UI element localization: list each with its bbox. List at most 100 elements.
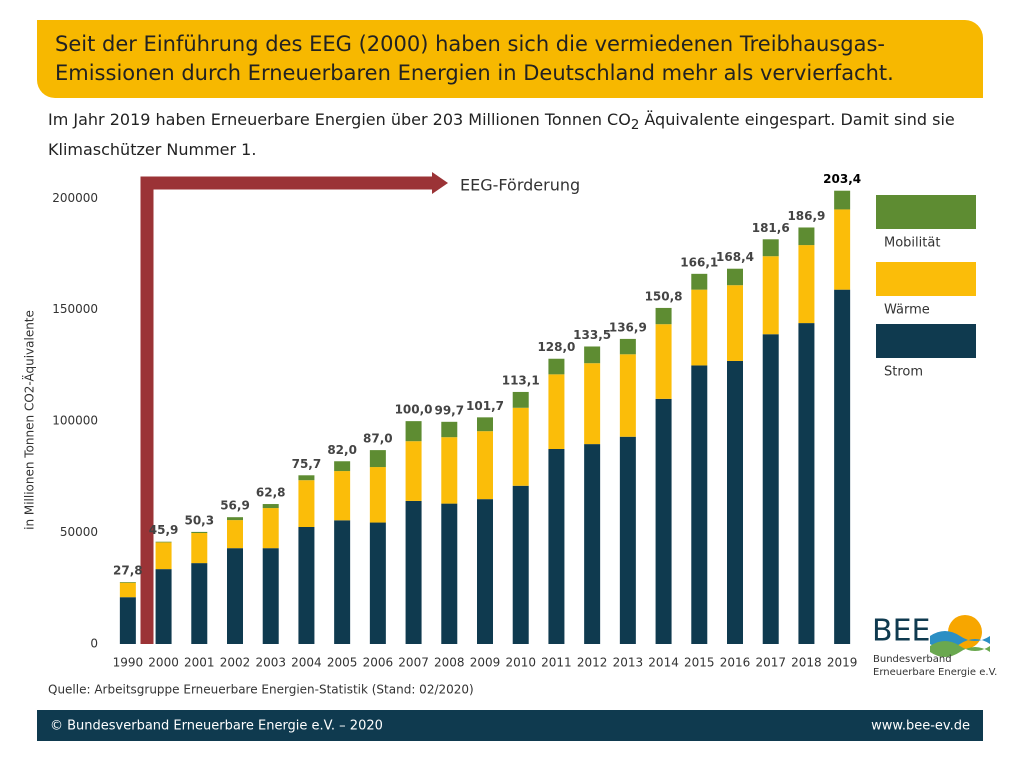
header-title: Seit der Einführung des EEG (2000) haben… xyxy=(37,20,983,98)
x-tick-label: 2008 xyxy=(434,656,465,670)
bar-segment xyxy=(227,517,243,521)
bar-segment xyxy=(334,461,351,472)
legend-swatch xyxy=(876,324,976,358)
total-label: 50,3 xyxy=(184,513,214,527)
bar-segment xyxy=(512,485,529,644)
x-tick-label: 2001 xyxy=(184,656,215,670)
logo-line: Erneuerbare Energie e.V. xyxy=(873,667,997,678)
total-label: 136,9 xyxy=(609,320,647,334)
bar-segment xyxy=(298,527,315,644)
bar-segment xyxy=(405,500,422,644)
bar-segment xyxy=(512,407,529,486)
bar-segment xyxy=(584,363,601,445)
bar-segment xyxy=(727,360,743,644)
x-tick-label: 2004 xyxy=(291,656,322,670)
x-tick-label: 2007 xyxy=(398,656,429,670)
legend-label: Wärme xyxy=(884,303,930,318)
legend-label: Strom xyxy=(884,365,923,380)
total-label: 128,0 xyxy=(537,340,575,354)
subtitle-text: Äquivalente eingespart. Damit sind sie K… xyxy=(48,110,955,160)
annotation: EEG-Förderung xyxy=(460,176,580,195)
footer-bar xyxy=(37,710,983,741)
total-label: 82,0 xyxy=(327,443,357,457)
bar-segment xyxy=(655,307,672,325)
bar-segment xyxy=(227,548,243,644)
bar-segment xyxy=(119,582,136,583)
bar-segment xyxy=(762,239,779,257)
logo-wave xyxy=(930,641,990,657)
bar-segment xyxy=(405,441,422,501)
eeg-arrow xyxy=(140,176,435,644)
bar-segment xyxy=(298,480,315,527)
bar-segment xyxy=(155,569,172,644)
total-label: 100,0 xyxy=(395,403,433,417)
bar-segment xyxy=(334,520,351,644)
bar-segment xyxy=(334,471,351,521)
bar-segment xyxy=(441,421,458,438)
bar-segment xyxy=(155,542,172,570)
x-tick-label: 2011 xyxy=(541,656,572,670)
bar-segment xyxy=(584,346,601,364)
legend-swatch xyxy=(876,262,976,296)
eeg-arrow-head xyxy=(432,172,448,194)
bar-segment xyxy=(834,209,851,290)
total-label: 166,1 xyxy=(680,255,718,269)
bar-segment xyxy=(441,503,458,644)
bar-segment xyxy=(834,190,851,210)
bar-segment xyxy=(512,391,529,408)
bar-segment xyxy=(155,541,172,543)
bar-segment xyxy=(405,421,422,442)
y-tick-label: 0 xyxy=(90,637,98,651)
total-label: 62,8 xyxy=(256,486,286,500)
x-tick-label: 2003 xyxy=(255,656,286,670)
x-tick-label: 2009 xyxy=(470,656,501,670)
bar-segment xyxy=(655,324,672,399)
y-tick-label: 200000 xyxy=(52,191,98,205)
bar-segment xyxy=(762,256,779,335)
bar-segment xyxy=(191,533,208,564)
x-tick-label: 2002 xyxy=(220,656,251,670)
bar-segment xyxy=(369,522,386,644)
bar-segment xyxy=(619,436,636,644)
source: Quelle: Arbeitsgruppe Erneuerbare Energi… xyxy=(48,683,474,697)
bar-segment xyxy=(619,354,636,437)
bar-segment xyxy=(691,289,708,366)
bar-segment xyxy=(369,467,386,523)
x-tick-label: 2013 xyxy=(613,656,644,670)
x-tick-label: 2006 xyxy=(363,656,394,670)
bar-segment xyxy=(727,268,743,286)
x-tick-label: 2012 xyxy=(577,656,608,670)
total-label: 203,4 xyxy=(823,172,861,186)
bar-segment xyxy=(191,531,208,534)
y-tick-label: 100000 xyxy=(52,414,98,428)
x-tick-label: 2018 xyxy=(791,656,822,670)
bar-segment xyxy=(691,273,708,290)
bar-segment xyxy=(584,444,601,644)
bar-segment xyxy=(691,365,708,644)
total-label: 168,4 xyxy=(716,250,754,264)
total-label: 113,1 xyxy=(502,373,540,387)
total-label: 133,5 xyxy=(573,328,611,342)
bar-segment xyxy=(655,398,672,644)
footer-left: © Bundesverband Erneuerbare Energie e.V.… xyxy=(50,719,383,734)
x-tick-label: 2016 xyxy=(720,656,751,670)
bar-segment xyxy=(477,499,493,644)
total-label: 101,7 xyxy=(466,399,504,413)
bar-segment xyxy=(762,334,779,644)
y-axis-label: in Millionen Tonnen CO2-Äquivalente xyxy=(22,310,37,530)
x-tick-label: 2017 xyxy=(755,656,786,670)
footer-right: www.bee-ev.de xyxy=(871,719,970,734)
subtitle-text: Im Jahr 2019 haben Erneuerbare Energien … xyxy=(48,110,631,129)
subtitle: Im Jahr 2019 haben Erneuerbare Energien … xyxy=(48,108,968,162)
x-tick-label: 2005 xyxy=(327,656,358,670)
bar-segment xyxy=(262,504,279,509)
legend-label: Mobilität xyxy=(884,236,940,251)
x-tick-label: 2014 xyxy=(648,656,679,670)
total-label: 181,6 xyxy=(752,221,790,235)
bar-segment xyxy=(298,475,315,481)
bar-segment xyxy=(369,450,386,468)
bar-segment xyxy=(548,374,565,449)
bar-segment xyxy=(798,227,815,246)
total-label: 99,7 xyxy=(434,403,464,417)
bar-segment xyxy=(548,449,565,644)
